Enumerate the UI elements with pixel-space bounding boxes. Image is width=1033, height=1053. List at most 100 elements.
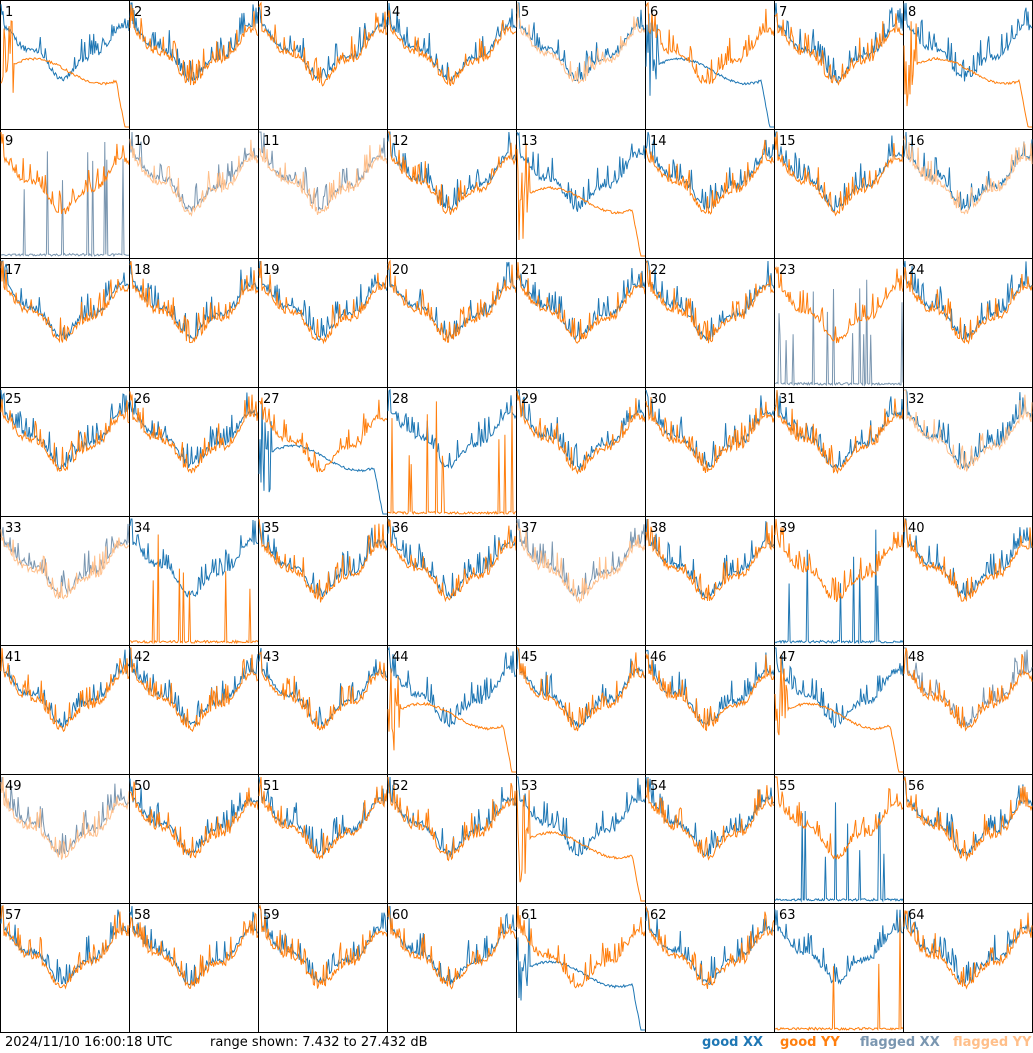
- yy-series: [517, 647, 646, 732]
- panel-53: 53: [516, 774, 646, 904]
- yy-series: [774, 266, 904, 344]
- panel-43: 43: [258, 645, 388, 775]
- panel-label: 16: [908, 134, 925, 149]
- yy-series: [903, 135, 1033, 215]
- panel-border: [774, 645, 904, 775]
- panel-border: [0, 0, 130, 130]
- panel-border: [516, 0, 646, 130]
- xx-series: [517, 776, 646, 857]
- xx-series: [775, 647, 904, 729]
- panel-border: [0, 387, 130, 517]
- panel-label: 63: [779, 908, 796, 923]
- footer: 2024/11/10 16:00:18 UTC range shown: 7.4…: [0, 1033, 1033, 1053]
- panel-border: [903, 774, 1033, 904]
- panel-24: 24: [903, 258, 1033, 388]
- panel-label: 27: [263, 392, 280, 407]
- panel-border: [774, 129, 904, 259]
- yy-series: [129, 781, 259, 859]
- yy-series: [130, 647, 259, 733]
- panel-51: 51: [258, 774, 388, 904]
- yy-series: [129, 261, 259, 344]
- panel-border: [774, 516, 904, 646]
- yy-series: [645, 397, 775, 473]
- yy-series: [774, 389, 904, 475]
- yy-series: [903, 21, 1032, 128]
- panel-label: 56: [908, 779, 925, 794]
- panel-15: 15: [774, 129, 904, 259]
- panel-label: 29: [521, 392, 538, 407]
- panel-label: 54: [650, 779, 667, 794]
- panel-55: 55: [774, 774, 904, 904]
- panel-5: 5: [516, 0, 646, 130]
- xx-series: [516, 648, 646, 729]
- panel-border: [516, 903, 646, 1033]
- yy-series: [645, 906, 775, 989]
- panel-26: 26: [129, 387, 259, 517]
- panel-label: 20: [392, 263, 409, 278]
- xx-series: [903, 260, 1033, 341]
- panel-label: 24: [908, 263, 925, 278]
- xx-series: [645, 518, 775, 599]
- panel-32: 32: [903, 387, 1033, 517]
- panel-label: 19: [263, 263, 280, 278]
- panel-border: [774, 258, 904, 388]
- xx-series: [129, 392, 259, 468]
- panel-border: [516, 387, 646, 517]
- panel-border: [645, 387, 775, 517]
- xx-series: [258, 5, 388, 80]
- panel-label: 4: [392, 5, 400, 20]
- yy-series: [516, 522, 646, 605]
- panel-34: 34: [129, 516, 259, 646]
- panel-label: 21: [521, 263, 538, 278]
- panel-27: 27: [258, 387, 388, 517]
- yy-series: [387, 905, 517, 990]
- yy-series: [388, 131, 517, 215]
- panel-label: 39: [779, 521, 796, 536]
- yy-series: [903, 776, 1033, 862]
- panel-border: [903, 0, 1033, 130]
- panel-label: 15: [779, 134, 796, 149]
- panel-1: 1: [0, 0, 130, 130]
- yy-series: [129, 391, 259, 474]
- panel-31: 31: [774, 387, 904, 517]
- timestamp: 2024/11/10 16:00:18 UTC: [5, 1035, 173, 1050]
- panel-label: 42: [134, 650, 151, 665]
- panel-label: 31: [779, 392, 796, 407]
- xx-series: [774, 529, 904, 645]
- yy-series: [129, 138, 259, 217]
- panel-50: 50: [129, 774, 259, 904]
- panel-8: 8: [903, 0, 1033, 130]
- panel-46: 46: [645, 645, 775, 775]
- yy-series: [258, 776, 388, 861]
- panel-label: 17: [5, 263, 22, 278]
- panel-label: 47: [779, 650, 796, 665]
- panel-label: 48: [908, 650, 925, 665]
- yy-series: [645, 778, 775, 861]
- yy-series: [129, 4, 259, 86]
- yy-series: [903, 517, 1033, 602]
- panel-label: 50: [134, 779, 151, 794]
- yy-series: [903, 910, 1033, 990]
- panel-label: 22: [650, 263, 667, 278]
- yy-series: [258, 1, 388, 87]
- panel-label: 12: [392, 134, 409, 149]
- xx-series: [129, 905, 259, 986]
- panel-45: 45: [516, 645, 646, 775]
- yy-series: [645, 653, 775, 732]
- panel-label: 6: [650, 5, 658, 20]
- yy-series: [0, 260, 130, 344]
- panel-3: 3: [258, 0, 388, 130]
- panel-62: 62: [645, 903, 775, 1033]
- panel-37: 37: [516, 516, 646, 646]
- yy-series: [774, 654, 903, 773]
- panel-label: 62: [650, 908, 667, 923]
- panel-36: 36: [387, 516, 517, 646]
- panel-label: 38: [650, 521, 667, 536]
- panel-border: [645, 774, 775, 904]
- yy-series: [0, 399, 130, 473]
- panel-2: 2: [129, 0, 259, 130]
- panel-13: 13: [516, 129, 646, 259]
- panel-44: 44: [387, 645, 517, 775]
- xx-series: [645, 131, 775, 210]
- xx-series: [774, 802, 904, 903]
